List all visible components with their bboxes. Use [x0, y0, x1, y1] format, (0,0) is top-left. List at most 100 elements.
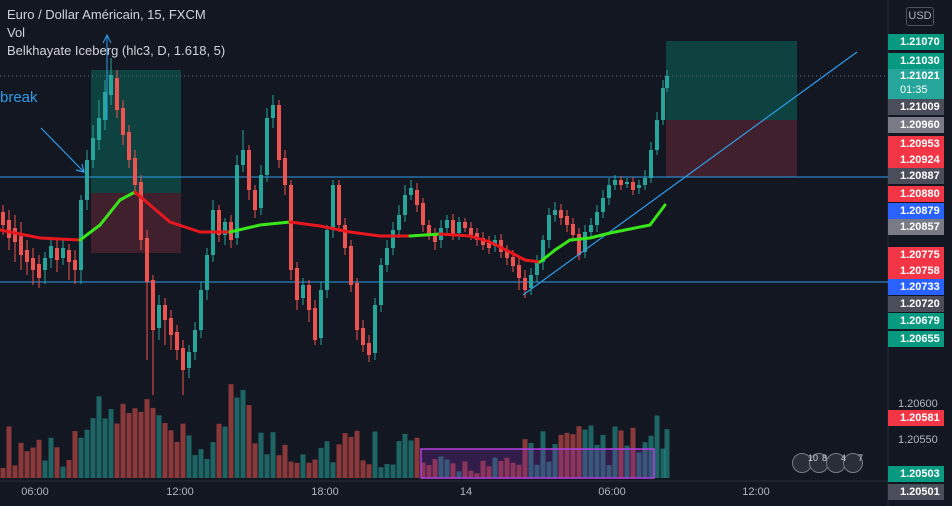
- candle-body: [31, 258, 35, 270]
- candle-body: [301, 285, 305, 298]
- candle-body: [367, 343, 371, 355]
- iceberg-ma-segment: [168, 220, 202, 234]
- candle-body: [601, 198, 605, 212]
- volume-bar: [534, 464, 540, 478]
- candle-body: [169, 318, 173, 335]
- candle-body: [649, 150, 653, 178]
- economic-events[interactable]: 10 8 4 7: [792, 453, 864, 475]
- candle-body: [661, 88, 665, 120]
- candle-body: [307, 285, 311, 310]
- price-tag: 1.20679: [888, 313, 944, 329]
- volume-bar: [324, 441, 330, 478]
- iceberg-ma-segment: [608, 227, 632, 235]
- volume-bar: [300, 454, 306, 478]
- volume-bar: [132, 408, 138, 478]
- price-tag: 1.20887: [888, 168, 944, 184]
- break-annotation[interactable]: break: [0, 89, 38, 106]
- volume-bar: [366, 464, 372, 478]
- candle-body: [391, 230, 395, 248]
- candle-body: [631, 182, 635, 190]
- candle-body: [271, 105, 275, 118]
- candle-body: [79, 200, 83, 270]
- volume-bar: [348, 436, 354, 478]
- price-tag: 1.20924: [888, 152, 944, 168]
- volume-bar: [0, 468, 6, 478]
- volume-bar: [54, 447, 60, 478]
- candle-body: [559, 210, 563, 218]
- iceberg-indicator-label[interactable]: Belkhayate Iceberg (hlc3, D, 1.618, 5): [7, 43, 226, 58]
- volume-bar: [6, 426, 12, 478]
- volume-bar: [426, 465, 432, 478]
- currency-button[interactable]: USD: [906, 7, 934, 26]
- event-count: 8: [822, 453, 828, 463]
- price-tag: 1.21030: [888, 53, 944, 69]
- volume-bar: [390, 464, 396, 478]
- candle-body: [139, 182, 143, 240]
- volume-bar: [198, 449, 204, 478]
- candle-body: [421, 203, 425, 225]
- volume-bar: [552, 444, 558, 478]
- price-tag: 1.20880: [888, 186, 944, 202]
- candle-body: [385, 248, 389, 265]
- volume-bar: [648, 435, 654, 478]
- candle-body: [451, 220, 455, 235]
- iceberg-ma-segment: [468, 234, 492, 244]
- candle-body: [613, 180, 617, 185]
- candle-body: [247, 150, 251, 190]
- candle-body: [457, 222, 461, 233]
- event-count: 7: [858, 453, 864, 463]
- event-count: 4: [841, 453, 847, 463]
- volume-bar: [66, 459, 72, 478]
- volume-bar: [162, 423, 168, 478]
- volume-bar: [108, 409, 114, 478]
- volume-bar: [294, 462, 300, 478]
- volume-bar: [258, 432, 264, 478]
- event-flag-icon[interactable]: [843, 453, 863, 473]
- candle-body: [583, 232, 587, 252]
- volume-bar: [504, 457, 510, 478]
- volume-bar: [192, 455, 198, 478]
- candle-body: [571, 224, 575, 235]
- candle-body: [565, 216, 569, 225]
- symbol-title[interactable]: Euro / Dollar Américain, 15, FXCM: [7, 7, 206, 22]
- volume-bar: [474, 473, 480, 478]
- candle-body: [19, 236, 23, 255]
- volume-indicator-label[interactable]: Vol: [7, 25, 26, 40]
- iceberg-ma-segment: [438, 232, 472, 238]
- price-tag: 1.20758: [888, 263, 944, 279]
- long-position-loss-zone[interactable]: [91, 193, 181, 253]
- volume-bar: [384, 464, 390, 478]
- candle-body: [355, 283, 359, 330]
- candle-body: [619, 180, 623, 185]
- candle-body: [175, 332, 179, 350]
- trend-line[interactable]: [522, 51, 858, 296]
- volume-bar: [114, 423, 120, 478]
- candle-body: [265, 118, 269, 175]
- volume-bar: [90, 418, 96, 478]
- volume-highlight-box[interactable]: [420, 448, 655, 479]
- candle-body: [487, 243, 491, 248]
- volume-bar: [432, 459, 438, 478]
- volume-bar: [180, 423, 186, 478]
- volume-bar: [576, 426, 582, 478]
- long-position-loss-zone-2[interactable]: [666, 120, 797, 177]
- annotation-arrow[interactable]: [40, 127, 85, 173]
- candle-body: [61, 248, 65, 258]
- price-tag: 1.20503: [888, 466, 944, 482]
- volume-bar: [24, 451, 30, 478]
- volume-bar: [594, 445, 600, 478]
- volume-bar: [570, 434, 576, 478]
- candle-body: [187, 352, 191, 368]
- candle-body: [505, 250, 509, 258]
- volume-bar: [306, 462, 312, 478]
- candle-body: [547, 215, 551, 240]
- volume-bar: [84, 429, 90, 478]
- price-scale-tick: 1.20600: [898, 398, 938, 410]
- long-position-profit-zone-2[interactable]: [666, 41, 797, 120]
- candle-body: [415, 190, 419, 205]
- iceberg-ma-segment: [553, 238, 572, 252]
- time-axis-label: 12:00: [742, 486, 770, 498]
- volume-bar: [48, 437, 54, 478]
- candle-body: [253, 190, 257, 210]
